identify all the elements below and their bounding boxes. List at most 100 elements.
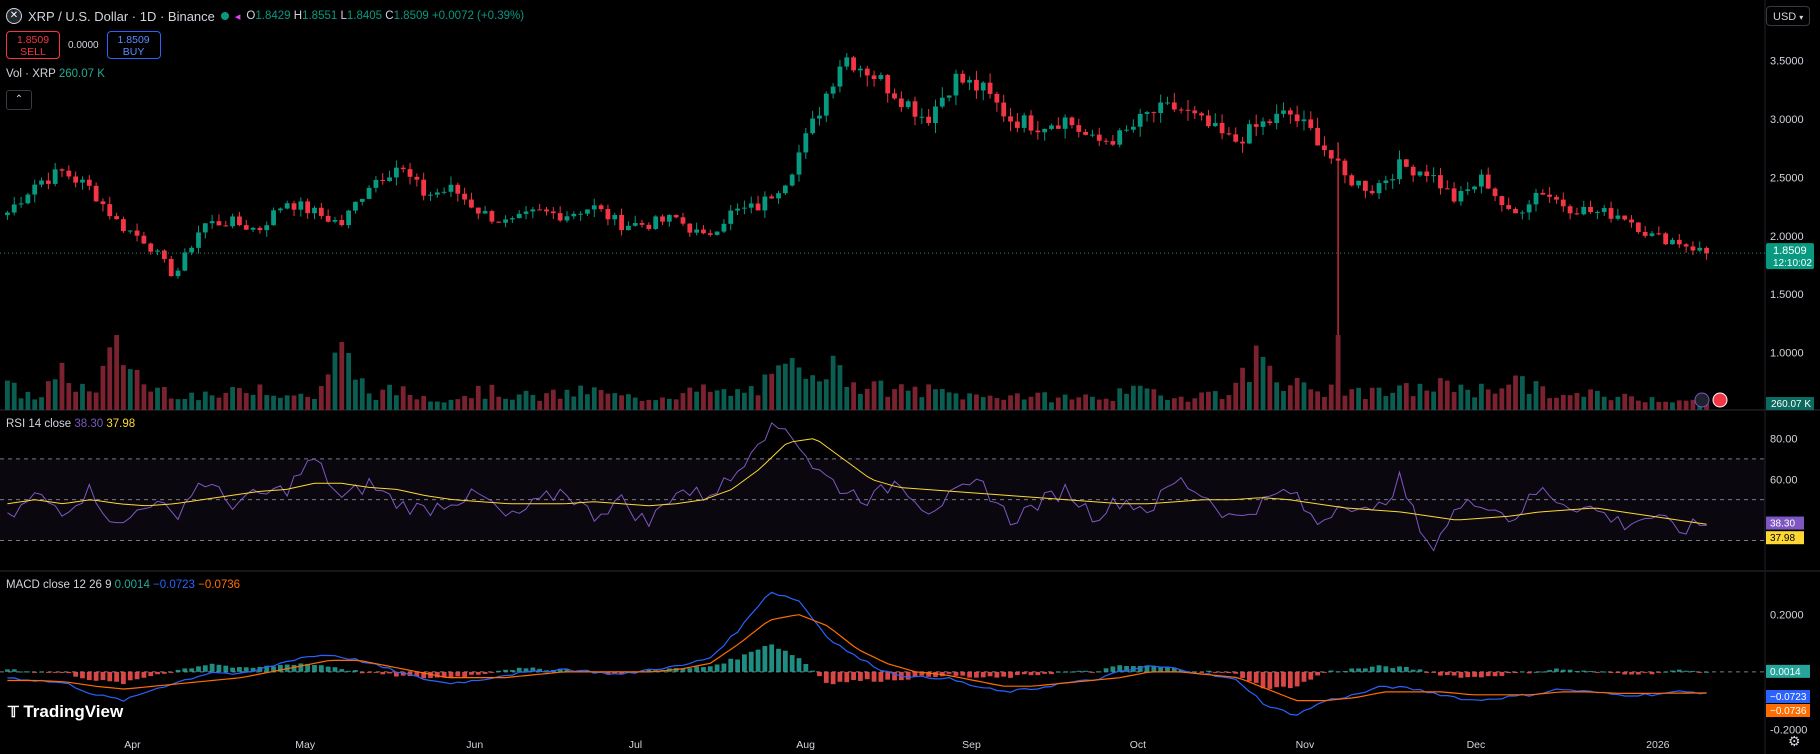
volume-bar xyxy=(838,365,843,410)
macd-hist-bar xyxy=(223,666,228,672)
volume-bar xyxy=(1104,399,1109,410)
candle-body xyxy=(401,168,406,169)
macd-hist-bar xyxy=(1418,669,1423,671)
candle-body xyxy=(1090,135,1095,136)
macd-hist-bar xyxy=(1063,672,1068,673)
candle-body xyxy=(1431,175,1436,176)
volume-bar xyxy=(1151,389,1156,410)
macd-hist-bar xyxy=(53,672,58,673)
candle-body xyxy=(1479,175,1484,187)
macd-hist-bar xyxy=(1643,672,1648,673)
volume-bar xyxy=(810,375,815,410)
candle-body xyxy=(1070,117,1075,125)
candle-body xyxy=(1383,180,1388,183)
volume-bar xyxy=(1172,398,1177,410)
volume-bar xyxy=(1029,397,1034,410)
symbol-title[interactable]: XRP / U.S. Dollar · 1D · Binance xyxy=(28,9,215,24)
macd-hist-bar xyxy=(960,672,965,676)
candle-body xyxy=(817,116,822,119)
macd-hist-bar xyxy=(1424,672,1429,673)
share-icon[interactable]: ◂ xyxy=(235,10,241,23)
candle-body xyxy=(1097,135,1102,141)
candle-body xyxy=(1111,141,1116,145)
macd-hist-bar xyxy=(756,650,761,672)
candle-body xyxy=(1165,102,1170,103)
last-price-label: 1.8509 xyxy=(1773,245,1807,257)
volume-bar xyxy=(182,399,187,410)
volume-bar xyxy=(1691,400,1696,410)
candle-body xyxy=(1588,207,1593,212)
candle-body xyxy=(954,74,959,96)
macd-legend[interactable]: MACD close 12 26 9 0.0014 −0.0723 −0.073… xyxy=(6,579,240,591)
candle-body xyxy=(394,168,399,178)
currency-select[interactable]: USD ▾ xyxy=(1766,6,1810,26)
volume-bar xyxy=(503,399,508,410)
macd-hist-bar xyxy=(803,664,808,672)
volume-bar xyxy=(387,385,392,410)
candle-body xyxy=(919,117,924,118)
volume-bar xyxy=(1472,397,1477,410)
candle-body xyxy=(1534,193,1539,204)
volume-bar xyxy=(981,397,986,410)
candle-body xyxy=(244,225,249,230)
candle-body xyxy=(1104,141,1109,142)
macd-hist-bar xyxy=(742,654,747,671)
candle-body xyxy=(544,209,549,211)
macd-hist-bar xyxy=(298,663,303,671)
collapse-legend-button[interactable]: ⌃ xyxy=(6,90,32,110)
candle-body xyxy=(1677,240,1682,244)
volume-bar xyxy=(1499,388,1504,410)
macd-hist-bar xyxy=(503,670,508,672)
candle-body xyxy=(1063,117,1068,128)
macd-hist-bar xyxy=(1083,671,1088,672)
macd-hist-bar xyxy=(1650,672,1655,674)
macd-hist-bar xyxy=(1363,668,1368,671)
macd-hist-bar xyxy=(1049,672,1054,674)
volume-bar xyxy=(264,395,269,410)
gear-icon[interactable]: ⚙ xyxy=(1788,733,1801,750)
macd-hist-bar xyxy=(121,672,126,684)
rsi-legend[interactable]: RSI 14 close 38.30 37.98 xyxy=(6,418,135,430)
candle-body xyxy=(462,194,467,200)
macd-hist-bar xyxy=(817,672,822,676)
volume-bar xyxy=(735,389,740,410)
candle-body xyxy=(1315,128,1320,146)
sell-button[interactable]: 1.8509 SELL xyxy=(6,31,60,59)
price-tick-label: 1.5000 xyxy=(1770,289,1804,301)
symbol-header[interactable]: ✕ XRP / U.S. Dollar · 1D · Binance ◂ O1.… xyxy=(6,8,524,24)
volume-bar xyxy=(653,400,658,410)
tradingview-logo[interactable]: 𝕋 TradingView xyxy=(8,702,123,722)
price-tick-label: 3.5000 xyxy=(1770,56,1804,68)
candle-body xyxy=(571,214,576,216)
candle-body xyxy=(169,259,174,276)
macd-hist-bar xyxy=(176,670,181,672)
macd-hist-bar xyxy=(797,658,802,672)
candle-body xyxy=(537,209,542,210)
candle-body xyxy=(1192,110,1197,113)
candle-body xyxy=(1213,123,1218,126)
volume-bar xyxy=(1479,384,1484,410)
volume-bar xyxy=(926,384,931,410)
candle-body xyxy=(1636,223,1641,232)
macd-value: −0.0723 xyxy=(153,579,195,591)
volume-bar xyxy=(271,396,276,410)
candle-body xyxy=(517,214,522,218)
macd-hist-bar xyxy=(1349,669,1354,672)
volume-bar xyxy=(640,401,645,410)
volume-bar xyxy=(1452,392,1457,410)
volume-bar xyxy=(333,353,338,410)
volume-legend[interactable]: Vol · XRP 260.07 K xyxy=(6,68,105,80)
time-axis-label: Jul xyxy=(629,739,642,751)
volume-bar xyxy=(292,395,297,410)
candle-body xyxy=(933,106,938,123)
candle-body xyxy=(728,211,733,224)
candle-body xyxy=(1561,200,1566,207)
volume-bar xyxy=(1281,391,1286,410)
buy-button[interactable]: 1.8509 BUY xyxy=(107,31,161,59)
macd-hist-bar xyxy=(12,669,17,672)
volume-bar xyxy=(87,391,92,410)
volume-bar xyxy=(1643,402,1648,410)
volume-bar xyxy=(60,363,65,410)
candle-body xyxy=(646,225,651,229)
